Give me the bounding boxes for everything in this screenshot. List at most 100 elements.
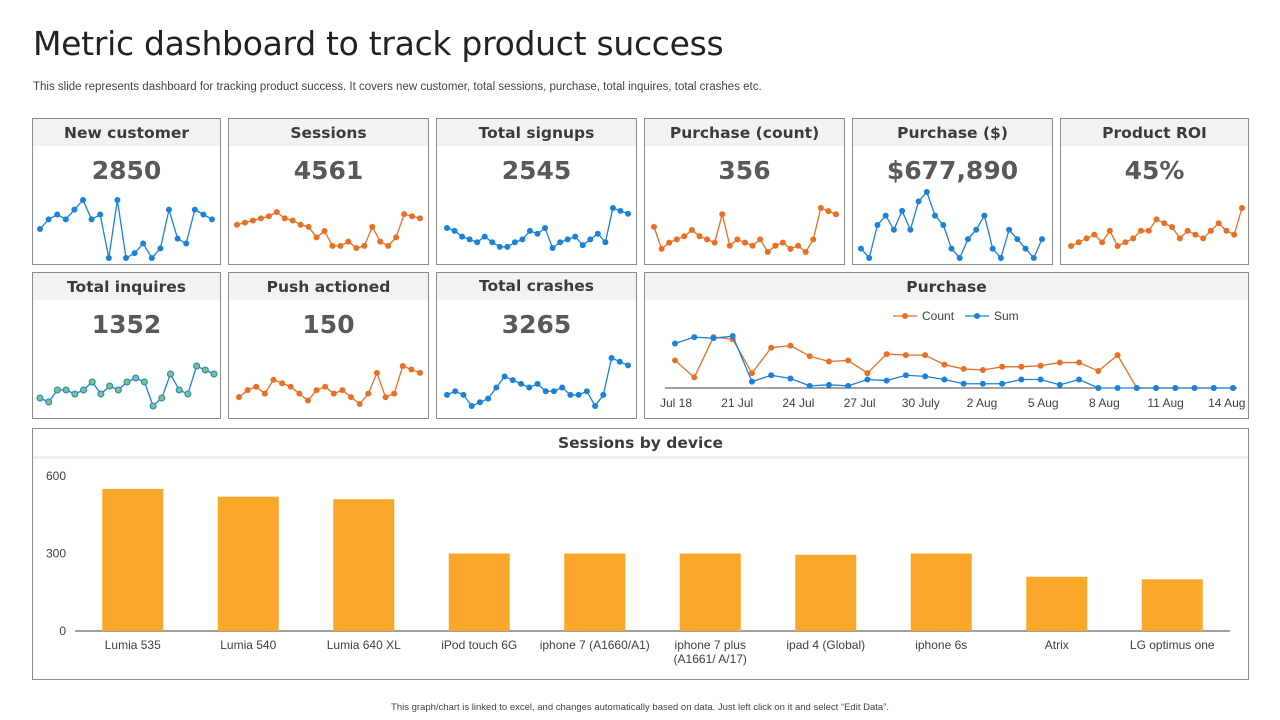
sparkline-point xyxy=(749,242,756,249)
sparkline-point xyxy=(481,233,488,240)
sparkline-point xyxy=(474,239,481,246)
sparkline-point xyxy=(140,378,148,386)
x-tick-label: 8 Aug xyxy=(1089,396,1120,410)
sparkline-line xyxy=(39,365,215,408)
sessions-by-device-card[interactable]: Sessions by device 0 300 600 Lumia 535 Lumia… xyxy=(32,428,1249,680)
sparkline-point xyxy=(88,378,96,386)
sparkline-point xyxy=(209,216,215,223)
data-point-sum xyxy=(845,382,852,389)
kpi-card-total-signups[interactable]: Total signups 2545 xyxy=(436,118,637,265)
sparkline-point xyxy=(882,212,889,219)
sparkline-point xyxy=(519,236,526,243)
sparkline-point xyxy=(444,391,450,398)
sparkline-point xyxy=(696,233,703,240)
sparkline-point xyxy=(557,239,564,246)
kpi-card-purchase-dollar[interactable]: Purchase ($) $677,890 xyxy=(852,118,1053,265)
data-point-sum xyxy=(710,335,717,342)
sparkline-point xyxy=(1091,231,1098,238)
y-tick-label: 600 xyxy=(46,469,66,483)
bar xyxy=(333,499,395,631)
data-point-count xyxy=(1018,363,1025,370)
kpi-card-purchase-count[interactable]: Purchase (count) 356 xyxy=(644,118,845,265)
sparkline-point xyxy=(45,398,53,406)
bar xyxy=(795,554,857,631)
sparkline-point xyxy=(564,236,571,243)
kpi-value: 2545 xyxy=(501,156,572,185)
sparkline-point xyxy=(772,242,779,249)
sparkline-point xyxy=(1192,231,1199,238)
chart-title: Sessions by device xyxy=(33,429,1248,459)
sparkline-point xyxy=(866,255,873,261)
data-point-count xyxy=(941,361,948,368)
sparkline-point xyxy=(1106,227,1113,234)
data-point-sum xyxy=(1153,385,1160,391)
page-subtitle: This slide represents dashboard for trac… xyxy=(33,81,762,93)
sparkline-point xyxy=(337,242,344,249)
data-point-sum xyxy=(1210,385,1217,391)
sparkline-point xyxy=(734,236,741,243)
sparkline-point xyxy=(210,370,218,378)
sparkline-point xyxy=(1176,235,1183,242)
sparkline-point xyxy=(71,390,79,398)
sparkline-point xyxy=(711,239,718,246)
sparkline xyxy=(444,355,631,409)
sparkline-point xyxy=(493,384,500,391)
purchase-chart-card[interactable]: Purchase Jul 18 21 Jul 24 Jul 27 Jul 30 July… xyxy=(644,272,1249,419)
sparkline-point xyxy=(54,211,61,218)
sparkline-point xyxy=(1122,239,1129,246)
sparkline-point xyxy=(579,242,586,249)
kpi-title: Total inquires xyxy=(33,273,220,300)
sparkline-line xyxy=(238,365,421,405)
x-tick-label: Atrix xyxy=(1045,638,1069,652)
data-point-count xyxy=(979,366,986,373)
sparkline-point xyxy=(296,390,303,397)
kpi-card-total-inquires[interactable]: Total inquires 1352 xyxy=(32,272,221,419)
sparkline-point xyxy=(174,235,181,242)
sparkline-point xyxy=(600,391,607,398)
sparkline-line xyxy=(39,198,213,260)
data-point-sum xyxy=(1037,376,1044,383)
kpi-card-total-crashes[interactable]: Total crashes 3265 xyxy=(436,272,637,419)
sparkline-point xyxy=(369,223,376,230)
x-tick-label: LG optimus one xyxy=(1130,638,1215,652)
sparkline-point xyxy=(587,236,594,243)
sparkline-point xyxy=(989,245,996,252)
purchase-line-chart: Jul 18 21 Jul 24 Jul 27 Jul 30 July 2 Aug 5 Au… xyxy=(660,309,1246,410)
sparkline-point xyxy=(764,249,771,255)
sparkline-point xyxy=(526,227,533,234)
x-tick-label: Lumia 540 xyxy=(220,638,276,652)
sparkline-point xyxy=(592,403,599,409)
x-tick-label: 30 July xyxy=(902,396,940,410)
sparkline-point xyxy=(132,374,140,382)
data-point-count xyxy=(748,370,755,377)
kpi-title: Purchase (count) xyxy=(645,119,844,146)
sparkline xyxy=(236,363,423,407)
sparkline-point xyxy=(1215,220,1222,227)
sparkline-point xyxy=(200,211,207,218)
sparkline-point xyxy=(509,377,516,384)
sparkline-point xyxy=(501,373,508,380)
kpi-title: Sessions xyxy=(229,119,428,146)
kpi-card-product-roi[interactable]: Product ROI 45% xyxy=(1060,118,1249,265)
sparkline-point xyxy=(1137,227,1144,234)
sparkline xyxy=(37,197,215,261)
sparkline-point xyxy=(452,388,459,395)
sparkline-point xyxy=(1068,243,1074,249)
kpi-card-sessions[interactable]: Sessions 4561 xyxy=(228,118,429,265)
sparkline-point xyxy=(253,383,260,390)
sparkline-point xyxy=(97,211,104,218)
sparkline-point xyxy=(184,390,192,398)
sparkline xyxy=(858,189,1045,261)
sparkline-point xyxy=(802,249,809,255)
kpi-card-new-customer[interactable]: New customer 2850 xyxy=(32,118,221,265)
sparkline-point xyxy=(289,217,296,224)
legend-marker xyxy=(902,313,908,319)
sparkline-point xyxy=(391,390,398,397)
sparkline xyxy=(651,205,839,255)
sparkline-point xyxy=(321,228,328,235)
data-point-count xyxy=(1056,359,1063,366)
sparkline-point xyxy=(923,189,930,195)
kpi-card-push-actioned[interactable]: Push actioned 150 xyxy=(228,272,429,419)
y-tick-label: 0 xyxy=(59,624,66,638)
bar xyxy=(679,553,741,631)
